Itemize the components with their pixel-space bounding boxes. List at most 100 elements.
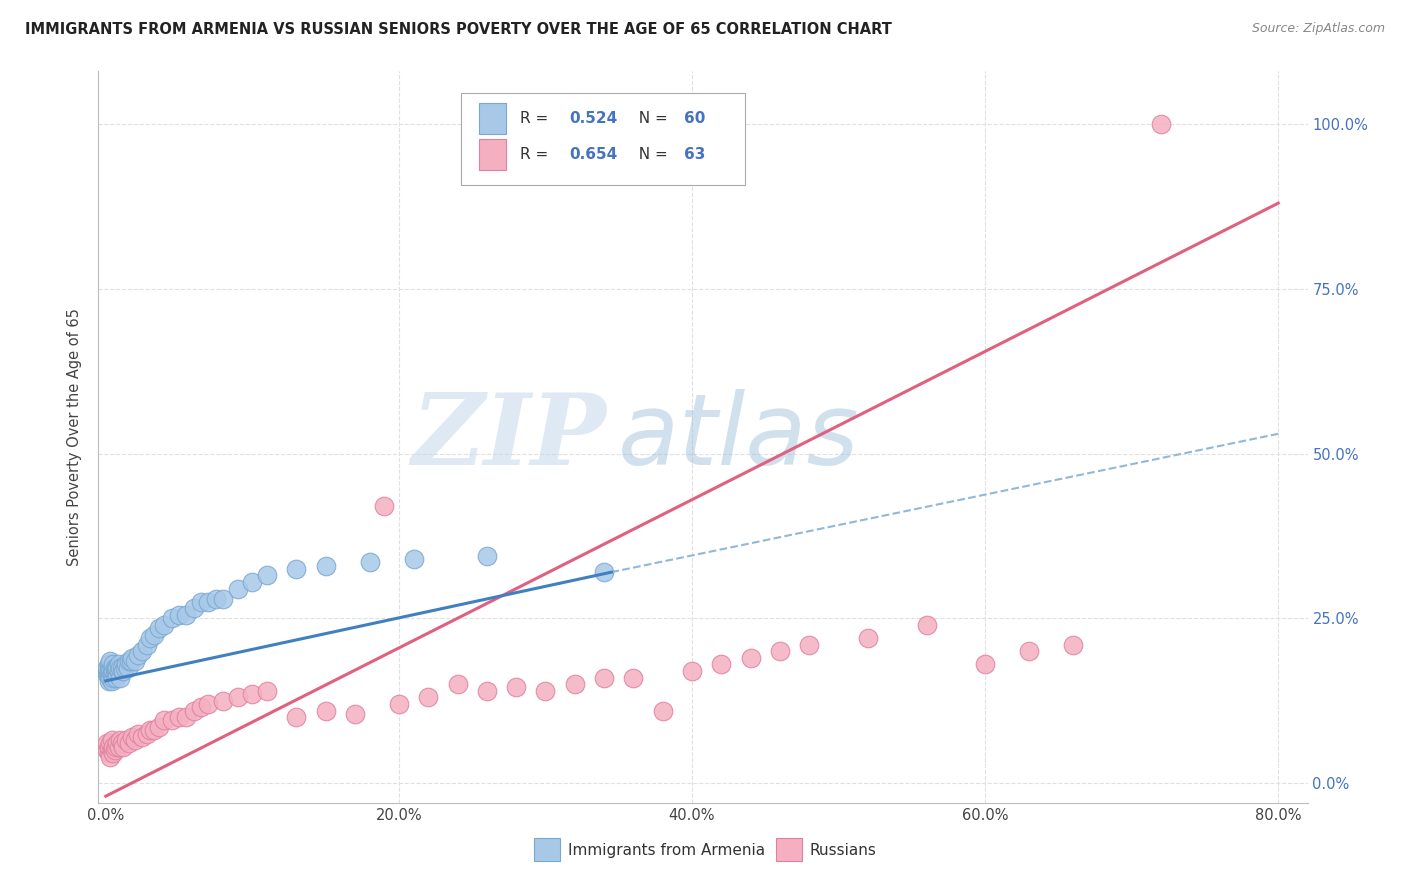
- Point: [138, 631, 160, 645]
- Point: [593, 565, 616, 579]
- FancyBboxPatch shape: [461, 94, 745, 185]
- Point: [681, 664, 703, 678]
- Point: [1150, 117, 1173, 131]
- Text: Russians: Russians: [810, 843, 876, 858]
- Point: [124, 654, 146, 668]
- Point: [212, 591, 235, 606]
- Point: [769, 644, 792, 658]
- Point: [112, 739, 135, 754]
- Point: [111, 737, 134, 751]
- Point: [1018, 644, 1040, 658]
- Point: [160, 714, 183, 728]
- Point: [153, 618, 176, 632]
- Point: [240, 687, 263, 701]
- Text: IMMIGRANTS FROM ARMENIA VS RUSSIAN SENIORS POVERTY OVER THE AGE OF 65 CORRELATIO: IMMIGRANTS FROM ARMENIA VS RUSSIAN SENIO…: [25, 22, 893, 37]
- Point: [143, 723, 166, 738]
- Point: [167, 710, 190, 724]
- Point: [534, 683, 557, 698]
- Point: [593, 671, 616, 685]
- Point: [710, 657, 733, 672]
- Point: [183, 704, 205, 718]
- Point: [131, 644, 153, 658]
- Point: [100, 733, 122, 747]
- Point: [107, 667, 129, 681]
- Point: [127, 648, 149, 662]
- Point: [315, 558, 337, 573]
- Text: N =: N =: [630, 146, 673, 161]
- Point: [740, 650, 762, 665]
- Point: [110, 671, 132, 685]
- Point: [96, 667, 118, 681]
- Point: [101, 671, 124, 685]
- Point: [101, 739, 124, 754]
- Point: [103, 661, 125, 675]
- Point: [100, 667, 122, 681]
- Point: [101, 664, 124, 678]
- Point: [138, 723, 160, 738]
- Point: [204, 591, 226, 606]
- Point: [285, 562, 308, 576]
- Point: [98, 737, 121, 751]
- Point: [388, 697, 411, 711]
- Point: [418, 690, 440, 705]
- Point: [118, 654, 141, 668]
- Point: [97, 739, 120, 754]
- Point: [110, 661, 132, 675]
- Point: [117, 661, 139, 675]
- Point: [101, 657, 124, 672]
- Point: [105, 739, 128, 754]
- Point: [115, 733, 138, 747]
- Point: [131, 730, 153, 744]
- Bar: [479, 139, 506, 170]
- Point: [621, 671, 644, 685]
- Point: [127, 726, 149, 740]
- Point: [373, 500, 395, 514]
- Point: [98, 654, 121, 668]
- Point: [226, 690, 249, 705]
- Point: [315, 704, 337, 718]
- Point: [256, 683, 278, 698]
- Point: [176, 607, 198, 622]
- Point: [96, 743, 118, 757]
- Bar: [534, 838, 561, 862]
- Point: [115, 657, 138, 672]
- Point: [98, 661, 121, 675]
- Point: [256, 568, 278, 582]
- Point: [176, 710, 198, 724]
- Point: [96, 664, 118, 678]
- Point: [651, 704, 673, 718]
- Y-axis label: Seniors Poverty Over the Age of 65: Seniors Poverty Over the Age of 65: [67, 308, 83, 566]
- Point: [97, 657, 120, 672]
- Point: [475, 549, 498, 563]
- Text: R =: R =: [520, 112, 554, 127]
- Text: N =: N =: [630, 112, 673, 127]
- Text: R =: R =: [520, 146, 554, 161]
- Point: [96, 661, 118, 675]
- Point: [505, 681, 527, 695]
- Point: [212, 693, 235, 707]
- Point: [114, 661, 136, 675]
- Point: [97, 664, 120, 678]
- Point: [97, 673, 120, 688]
- Point: [97, 747, 120, 761]
- Text: 0.524: 0.524: [569, 112, 617, 127]
- Point: [167, 607, 190, 622]
- Point: [111, 661, 134, 675]
- Point: [197, 595, 219, 609]
- Point: [446, 677, 468, 691]
- Text: 63: 63: [683, 146, 704, 161]
- Point: [100, 743, 122, 757]
- Point: [359, 555, 381, 569]
- Point: [974, 657, 997, 672]
- Point: [105, 671, 128, 685]
- Point: [148, 621, 170, 635]
- Point: [107, 661, 129, 675]
- Text: Immigrants from Armenia: Immigrants from Armenia: [568, 843, 765, 858]
- Point: [183, 601, 205, 615]
- Point: [564, 677, 586, 691]
- Text: 60: 60: [683, 112, 704, 127]
- Point: [120, 654, 142, 668]
- Point: [108, 657, 131, 672]
- Point: [101, 747, 124, 761]
- Point: [112, 664, 135, 678]
